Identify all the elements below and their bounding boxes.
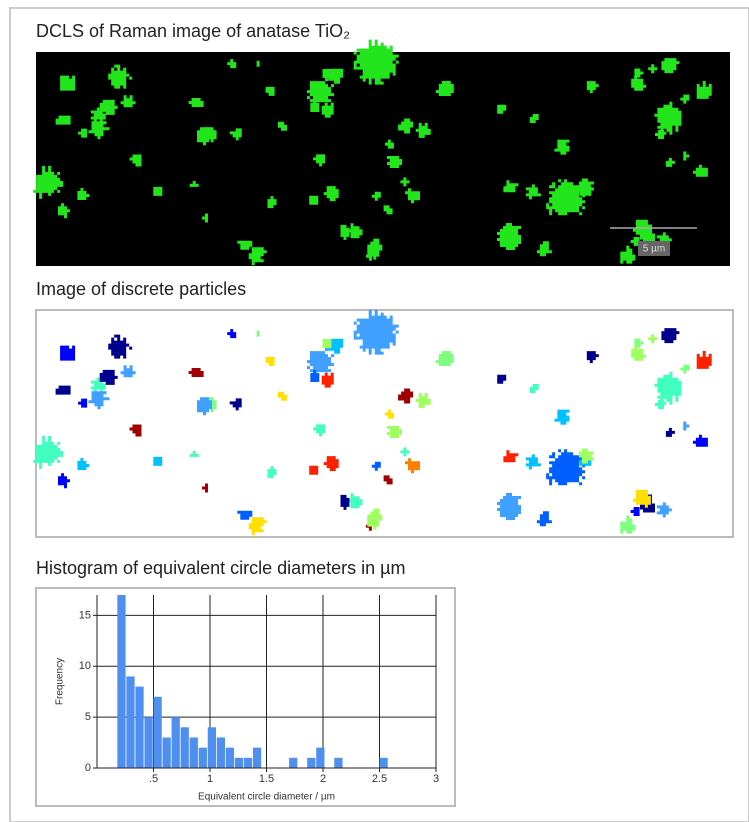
- bar: [334, 758, 342, 768]
- particle: [257, 331, 260, 337]
- bar: [226, 748, 234, 768]
- bar: [244, 758, 252, 768]
- bar: [316, 748, 324, 768]
- section-title: Histogram of equivalent circle diameters…: [36, 558, 406, 578]
- particle: [309, 196, 318, 205]
- y-axis-label: Frequency: [55, 658, 66, 705]
- bar: [154, 697, 162, 768]
- x-tick-label: 1: [207, 773, 213, 785]
- scale-label: 5 µm: [643, 244, 665, 255]
- bar: [126, 676, 134, 768]
- x-tick-label: 2: [320, 773, 326, 785]
- y-tick-label: 5: [85, 711, 91, 723]
- bar: [172, 717, 180, 768]
- bar: [289, 758, 297, 768]
- chart-frame: [36, 588, 455, 806]
- bar: [190, 737, 198, 768]
- section-title: DCLS of Raman image of anatase TiO₂: [36, 21, 350, 41]
- bar: [144, 717, 152, 768]
- bar: [217, 737, 225, 768]
- bar: [181, 727, 189, 768]
- bar: [380, 758, 388, 768]
- particle: [323, 339, 332, 348]
- particle: [153, 457, 162, 466]
- x-axis-label: Equivalent circle diameter / µm: [198, 792, 335, 803]
- page: DCLS of Raman image of anatase TiO₂ 5 µm…: [0, 0, 749, 822]
- particle: [60, 76, 75, 91]
- bar: [163, 737, 171, 768]
- y-tick-label: 10: [79, 660, 91, 672]
- bar: [253, 748, 261, 768]
- particle: [153, 187, 162, 196]
- particle: [257, 61, 260, 67]
- section-title: Image of discrete particles: [36, 279, 246, 299]
- particle: [309, 466, 318, 475]
- bar: [135, 687, 143, 768]
- bar: [307, 758, 315, 768]
- x-tick-label: 2.5: [372, 773, 387, 785]
- x-tick-label: .5: [149, 773, 158, 785]
- x-tick-label: 1.5: [259, 773, 274, 785]
- particle: [323, 69, 332, 78]
- bar: [199, 748, 207, 768]
- y-tick-label: 15: [79, 609, 91, 621]
- bar: [117, 595, 125, 768]
- bar: [235, 758, 243, 768]
- particle: [60, 346, 75, 361]
- y-tick-label: 0: [85, 762, 91, 774]
- x-tick-label: 3: [433, 773, 439, 785]
- bar: [208, 727, 216, 768]
